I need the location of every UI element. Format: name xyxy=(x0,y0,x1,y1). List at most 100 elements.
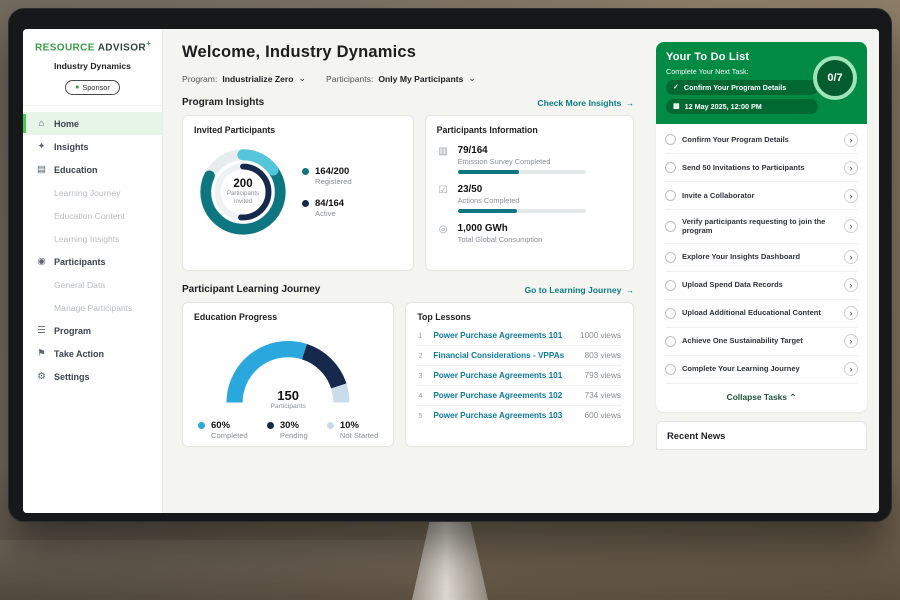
main-content: Welcome, Industry Dynamics Program: Indu… xyxy=(163,29,647,513)
take-action-icon: ⚑ xyxy=(37,348,46,360)
task-checkbox[interactable] xyxy=(665,363,676,375)
stat-actions-completed: ☑ 23/50 Actions Completed xyxy=(437,184,622,213)
recent-news-header[interactable]: Recent News xyxy=(656,420,867,450)
participants-select[interactable]: Participants: Only My Participants ⌄ xyxy=(326,73,476,84)
lesson-row: 4 Power Purchase Agreements 102 734 view… xyxy=(417,386,622,406)
chevron-right-icon[interactable]: › xyxy=(844,334,858,348)
next-due-pill: ▦ 12 May 2025, 12:00 PM xyxy=(666,99,818,114)
task-checkbox[interactable] xyxy=(665,190,676,201)
chevron-right-icon[interactable]: › xyxy=(844,132,858,147)
actions-icon: ☑ xyxy=(438,185,448,196)
app-logo: RESOURCE ADVISOR+ xyxy=(23,29,162,59)
settings-icon: ⚙ xyxy=(37,371,46,383)
participants-value[interactable]: Only My Participants xyxy=(378,73,464,84)
task-checkbox[interactable] xyxy=(665,162,676,173)
chevron-right-icon[interactable]: › xyxy=(844,306,858,320)
registered-value: 164/200 xyxy=(315,165,350,177)
legend-registered: 164/200 Registered xyxy=(302,166,352,186)
not-started-label: Not Started xyxy=(339,431,379,441)
lesson-link[interactable]: Power Purchase Agreements 101 xyxy=(433,371,563,380)
task-row-upload-spend-data: Upload Spend Data Records › xyxy=(665,272,858,300)
not-started-value: 10% xyxy=(339,420,359,431)
task-row-achieve-target: Achieve One Sustainability Target › xyxy=(665,328,858,356)
todo-progress-ring: 0/7 xyxy=(813,56,857,100)
sponsor-badge-label: Sponsor xyxy=(82,83,110,93)
card-title: Education Progress xyxy=(194,312,278,322)
task-checkbox[interactable] xyxy=(665,279,676,291)
sidebar-item-settings[interactable]: ⚙ Settings xyxy=(23,365,162,388)
legend-pending: 30% Pending xyxy=(266,420,308,440)
chevron-right-icon[interactable]: › xyxy=(844,362,858,376)
chevron-right-icon[interactable]: › xyxy=(844,250,858,264)
sidebar-item-label: Home xyxy=(54,118,80,129)
pending-dot-icon xyxy=(266,422,274,429)
check-more-insights-link[interactable]: Check More Insights → xyxy=(537,98,634,108)
lesson-rank: 4 xyxy=(418,391,423,400)
task-label: Confirm Your Program Details xyxy=(682,134,789,144)
chevron-down-icon[interactable]: ⌄ xyxy=(298,73,307,83)
lesson-link[interactable]: Power Purchase Agreements 103 xyxy=(433,411,563,420)
task-checkbox[interactable] xyxy=(665,335,676,347)
check-icon: ✓ xyxy=(673,84,679,91)
sponsor-dot-icon: ● xyxy=(75,84,80,92)
completed-label: Completed xyxy=(211,431,248,441)
chevron-right-icon[interactable]: › xyxy=(844,160,858,175)
sidebar-item-label: Education xyxy=(54,164,98,175)
sidebar-item-learning-journey[interactable]: Learning Journey xyxy=(23,181,162,204)
task-checkbox[interactable] xyxy=(665,220,676,232)
task-label: Verify participants requesting to join t… xyxy=(682,216,826,236)
participants-icon: ◉ xyxy=(37,256,46,268)
collapse-tasks-link[interactable]: Collapse Tasks ⌃ xyxy=(665,384,858,405)
stat-global-consumption: ◎ 1,000 GWh Total Global Consumption xyxy=(437,223,622,244)
completed-dot-icon xyxy=(198,422,205,429)
insights-cards-row: Invited Participants 200 xyxy=(182,115,634,271)
sidebar-item-manage-participants[interactable]: Manage Participants xyxy=(23,296,162,319)
sidebar-item-education-content[interactable]: Education Content xyxy=(23,204,162,227)
invited-participants-card: Invited Participants 200 xyxy=(182,115,414,271)
not-started-dot-icon xyxy=(326,422,334,429)
program-select[interactable]: Program: Industrialize Zero ⌄ xyxy=(182,73,306,84)
task-row-confirm-program: Confirm Your Program Details › xyxy=(665,126,858,154)
sidebar-item-insights[interactable]: ✦ Insights xyxy=(23,135,162,158)
page-title: Welcome, Industry Dynamics xyxy=(182,43,417,61)
sidebar-item-home[interactable]: ⌂ Home xyxy=(23,112,162,136)
todo-title: Your To Do List xyxy=(666,51,750,63)
education-gauge-chart: 150 Participants xyxy=(213,328,363,412)
task-checkbox[interactable] xyxy=(665,307,676,319)
logo-plus: + xyxy=(146,39,152,48)
collapse-caret-icon: ⌃ xyxy=(789,391,797,402)
program-value[interactable]: Industrialize Zero xyxy=(222,73,294,84)
invited-count-label: Participants Invited xyxy=(226,189,260,205)
logo-text-resource: RESOURCE xyxy=(35,42,95,54)
chevron-right-icon[interactable]: › xyxy=(844,278,858,292)
collapse-label: Collapse Tasks xyxy=(726,391,787,402)
card-title: Top Lessons xyxy=(417,312,471,322)
task-row-complete-learning-journey: Complete Your Learning Journey › xyxy=(665,356,858,384)
chevron-down-icon[interactable]: ⌄ xyxy=(468,73,476,83)
sidebar-item-take-action[interactable]: ⚑ Take Action xyxy=(23,342,162,365)
lesson-rank: 5 xyxy=(418,411,423,420)
link-label: Go to Learning Journey xyxy=(524,284,622,295)
legend-active: 84/164 Active xyxy=(302,198,352,218)
chevron-right-icon[interactable]: › xyxy=(844,219,858,234)
go-to-learning-journey-link[interactable]: Go to Learning Journey → xyxy=(524,285,634,295)
sidebar-item-education[interactable]: ▤ Education xyxy=(23,158,162,181)
task-row-upload-educational-content: Upload Additional Educational Content › xyxy=(665,300,858,328)
registered-label: Registered xyxy=(315,177,352,186)
lesson-link[interactable]: Financial Considerations - VPPAs xyxy=(433,351,565,360)
gauge-svg xyxy=(226,341,350,403)
participants-count: 150 xyxy=(277,388,299,403)
task-checkbox[interactable] xyxy=(665,251,676,263)
sidebar-item-participants[interactable]: ◉ Participants xyxy=(23,250,162,273)
chevron-right-icon[interactable]: › xyxy=(844,188,858,203)
lesson-link[interactable]: Power Purchase Agreements 102 xyxy=(433,391,563,400)
card-title: Participants Information xyxy=(436,125,538,135)
lesson-link[interactable]: Power Purchase Agreements 101 xyxy=(433,331,563,340)
task-checkbox[interactable] xyxy=(665,134,676,145)
sidebar-item-learning-insights[interactable]: Learning Insights xyxy=(23,227,162,250)
stat-label: Emission Survey Completed xyxy=(457,157,551,166)
stat-value: 79/164 xyxy=(457,145,488,156)
sidebar-item-program[interactable]: ☰ Program xyxy=(23,319,162,342)
sidebar-item-general-data[interactable]: General Data xyxy=(23,273,162,296)
education-progress-card: Education Progress 150 Participants xyxy=(182,302,395,447)
